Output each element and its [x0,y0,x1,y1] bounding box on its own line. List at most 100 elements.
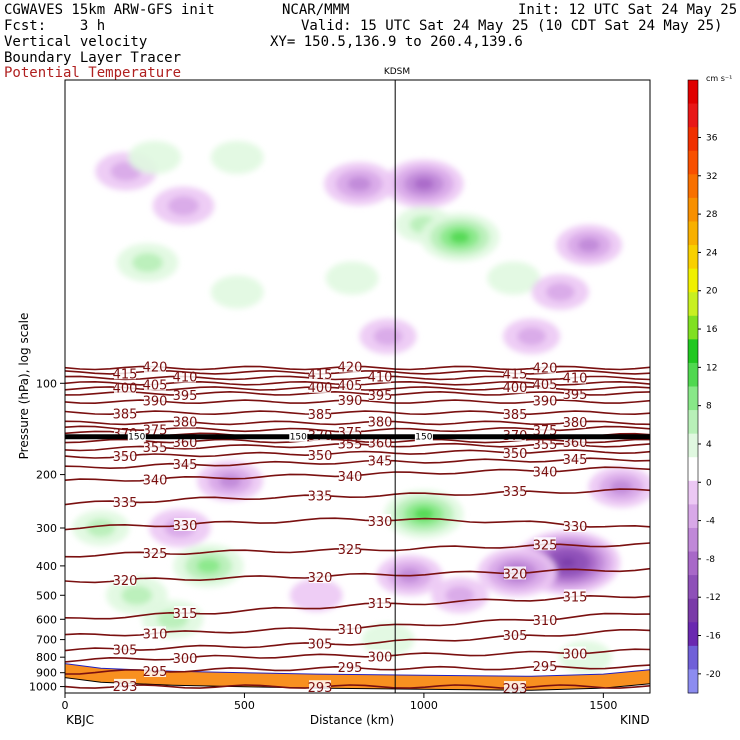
colorbar-tick-label: 4 [706,440,712,450]
header-field-boundary-layer: Boundary Layer Tracer [4,50,182,66]
theta-label-bg [114,642,136,656]
theta-label-bg [504,380,526,394]
theta-contour-label: 410 [563,372,588,387]
velocity-blob [361,622,415,657]
velocity-blob [487,261,541,295]
theta-label-bg [504,628,526,642]
colorbar-tick-label: 28 [706,210,718,220]
colorbar-segment [688,480,698,505]
colorbar-segment [688,268,698,293]
colorbar-segment [688,598,698,623]
theta-contour-label: 330 [368,515,393,530]
velocity-blob [559,557,575,568]
header-field-vertical-velocity: Vertical velocity [4,34,148,50]
terrain [65,677,650,693]
theta-contour-label: 335 [113,496,138,511]
theta-label-bg [564,370,586,384]
theta-label-bg [174,456,196,470]
theta-contour-label: 405 [338,379,363,394]
colorbar-segment [688,362,698,387]
theta-contour-label: 293 [503,682,528,697]
theta-contour-line [65,648,650,663]
theta-label-bg [309,570,331,584]
pv-contour-label: 150 [128,433,145,443]
theta-contour-label: 345 [563,453,588,468]
theta-label-bg [339,622,361,636]
y-tick-label: 200 [36,469,57,482]
velocity-blob [347,176,372,192]
theta-contour-label: 405 [143,378,168,393]
colorbar-segment [688,150,698,175]
colorbar-segment [688,339,698,364]
y-tick-label: 1000 [29,681,57,694]
theta-label-bg [534,393,556,407]
theta-label-bg [339,377,361,391]
theta-contour-label: 300 [173,652,198,667]
colorbar-segment [688,197,698,222]
theta-contour-label: 395 [368,389,393,404]
header-init: Init: 12 UTC Sat 24 May 25 [518,2,738,18]
theta-contour-line [65,517,650,531]
theta-contour-label: 310 [143,627,168,642]
velocity-blob [517,327,546,346]
velocity-blob [210,275,264,309]
theta-contour-label: 405 [533,378,558,393]
theta-label-bg [174,606,196,620]
theta-label-bg [564,589,586,603]
colorbar-segment [688,410,698,435]
theta-label-bg [114,406,136,420]
theta-label-bg [534,464,556,478]
plot-frame [64,79,651,694]
theta-label-bg [534,423,556,437]
pv-label-bg [414,431,433,442]
theta-contour-label: 355 [143,441,168,456]
theta-label-bg [144,626,166,640]
theta-contour-label: 420 [143,361,168,376]
colorbar-segment [688,174,698,199]
colorbar-tick-label: -4 [706,517,715,527]
theta-label-bg [534,659,556,673]
colorbar-segment [688,645,698,670]
theta-contour-label: 380 [173,416,198,431]
theta-label-bg [564,518,586,532]
theta-label-bg [504,681,526,693]
colorbar-segment [688,669,698,694]
theta-contour-label: 293 [308,681,333,696]
theta-contour-label: 305 [113,643,138,658]
theta-contour-label: 415 [503,367,528,382]
theta-label-bg [534,537,556,551]
theta-contour-label: 325 [143,547,168,562]
y-tick-label: 400 [36,560,57,573]
theta-label-bg [309,447,331,461]
header-model: CGWAVES 15km ARW-GFS init [4,2,215,18]
theta-contour-line [65,390,650,396]
velocity-blob [413,508,434,521]
theta-label-bg [369,369,391,383]
theta-label-bg [369,595,391,609]
x-tick-label: 1500 [589,699,617,712]
theta-contour-label: 340 [143,474,168,489]
y-tick-label: 100 [36,377,57,390]
x-tick-label: 0 [62,699,69,712]
y-tick-label: 800 [36,651,57,664]
velocity-blob [132,252,163,273]
x-axis-label: Distance (km) [310,713,394,727]
theta-contour-label: 360 [563,436,588,451]
theta-label-bg [369,414,391,428]
theta-contour-label: 340 [533,466,558,481]
colorbar-tick-label: 32 [706,172,717,182]
y-axis-label: Pressure (hPa), log scale [17,313,31,460]
theta-contour-label: 390 [143,395,168,410]
theta-contour-label: 310 [338,623,363,638]
colorbar-segment [688,103,698,128]
theta-contour-label: 395 [173,389,198,404]
theta-contour-line [65,438,650,444]
theta-contour-label: 295 [143,665,168,680]
theta-label-bg [309,636,331,650]
theta-contour-label: 295 [533,660,558,675]
theta-label-bg [144,377,166,391]
theta-contour-label: 350 [503,447,528,462]
theta-contour-label: 340 [338,470,363,485]
velocity-blob [577,238,600,252]
theta-label-bg [504,407,526,421]
